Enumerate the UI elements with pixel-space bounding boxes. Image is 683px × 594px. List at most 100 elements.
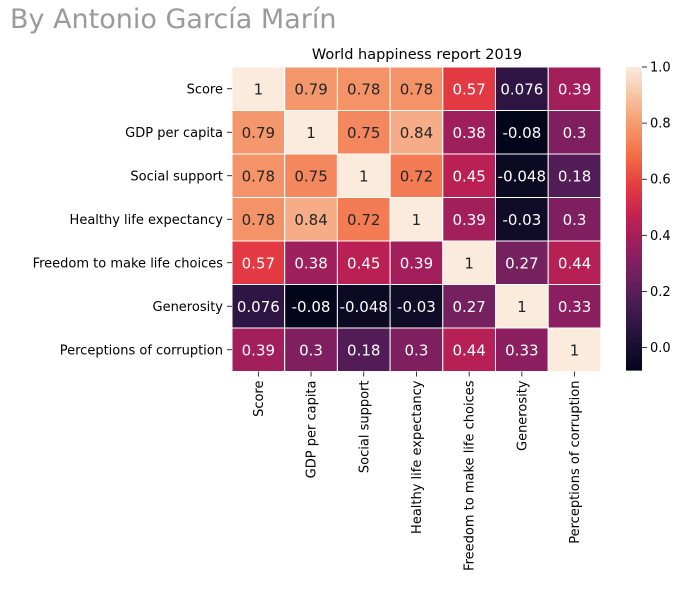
colorbar-segment xyxy=(626,218,642,222)
colorbar-segment xyxy=(626,339,642,343)
colorbar-segment xyxy=(626,329,642,333)
cell-annotation: 1 xyxy=(517,298,527,316)
heatmap-cell xyxy=(231,240,286,285)
colorbar-segment xyxy=(626,82,642,86)
colorbar-segment xyxy=(626,150,642,154)
colorbar-segment xyxy=(626,94,642,98)
heatmap-cell xyxy=(231,327,286,372)
cell-annotation: 0.18 xyxy=(558,167,591,185)
colorbar-segment xyxy=(626,284,642,288)
cell-annotation: -0.08 xyxy=(292,298,331,316)
colorbar-segment xyxy=(626,165,642,169)
colorbar-segment xyxy=(626,175,642,179)
colorbar-segment xyxy=(626,142,642,146)
colorbar-segment xyxy=(626,349,642,353)
cell-annotation: 0.27 xyxy=(505,254,538,272)
colorbar-segment xyxy=(626,311,642,316)
colorbar-segment xyxy=(626,102,642,106)
column-label: Healthy life expectancy xyxy=(410,380,425,534)
colorbar-segment xyxy=(626,301,642,305)
colorbar-segment xyxy=(626,261,642,265)
colorbar-segment xyxy=(626,269,642,273)
row-label: Perceptions of corruption xyxy=(60,343,223,358)
heatmap-cell xyxy=(284,110,338,155)
cell-annotation: 1 xyxy=(464,254,474,272)
colorbar-segment xyxy=(626,87,642,91)
cell-annotation: 0.3 xyxy=(299,341,323,359)
colorbar-segment xyxy=(626,357,642,361)
colorbar-segment xyxy=(626,107,642,111)
cell-annotation: 0.79 xyxy=(294,80,327,98)
colorbar-segment xyxy=(626,140,642,144)
cell-annotation: 0.75 xyxy=(347,124,380,142)
colorbar-segment xyxy=(626,364,642,369)
colorbar-segment xyxy=(626,198,642,202)
column-label: Social support xyxy=(357,381,372,474)
cell-annotation: 1 xyxy=(412,211,422,229)
heatmap-cell xyxy=(547,197,602,242)
colorbar-segment xyxy=(626,221,642,225)
heatmap-cell xyxy=(284,197,338,242)
heatmap-cell xyxy=(547,327,602,372)
colorbar-tick-label: 0.2 xyxy=(650,285,671,300)
heatmap-cell xyxy=(442,327,496,372)
colorbar-segment xyxy=(626,117,642,121)
colorbar-segment xyxy=(626,173,642,177)
colorbar-segment xyxy=(626,304,642,308)
colorbar-segment xyxy=(626,263,642,268)
heatmap-cell xyxy=(231,197,286,242)
colorbar-segment xyxy=(626,309,642,313)
cell-annotation: 0.39 xyxy=(558,80,591,98)
cell-annotation: 0.84 xyxy=(400,124,433,142)
cell-annotation: 1 xyxy=(254,80,264,98)
heatmap-cell xyxy=(284,153,338,198)
cell-annotation: 0.27 xyxy=(452,298,485,316)
cell-annotation: 0.78 xyxy=(347,80,380,98)
colorbar-segment xyxy=(626,74,642,78)
colorbar-segment xyxy=(626,195,642,199)
heatmap-cell xyxy=(442,197,496,242)
colorbar-segment xyxy=(626,203,642,207)
colorbar-segment xyxy=(626,155,642,159)
heatmap-cell xyxy=(389,284,444,329)
colorbar-segment xyxy=(626,253,642,257)
colorbar-segment xyxy=(626,168,642,172)
cell-annotation: 0.33 xyxy=(558,298,591,316)
cell-annotation: 1 xyxy=(306,124,316,142)
colorbar-segment xyxy=(626,122,642,126)
cell-annotation: -0.03 xyxy=(397,298,436,316)
colorbar-segment xyxy=(626,67,642,71)
cell-annotation: 0.57 xyxy=(452,80,485,98)
column-label: GDP per capita xyxy=(305,381,320,479)
colorbar-segment xyxy=(626,316,642,321)
colorbar-segment xyxy=(626,77,642,81)
colorbar-segment xyxy=(626,130,642,134)
colorbar-segment xyxy=(626,210,642,215)
heatmap-cell xyxy=(389,197,444,242)
cell-annotation: 0.72 xyxy=(347,211,380,229)
cell-annotation: 0.076 xyxy=(237,298,280,316)
colorbar-segment xyxy=(626,170,642,174)
heatmap-cell xyxy=(336,153,391,198)
colorbar-segment xyxy=(626,92,642,96)
cell-annotation: 0.18 xyxy=(347,341,380,359)
cell-annotation: 0.39 xyxy=(400,254,433,272)
column-label: Generosity xyxy=(515,380,530,451)
colorbar-segment xyxy=(626,109,642,114)
cell-annotation: 0.57 xyxy=(242,254,275,272)
heatmap-cell xyxy=(231,153,286,198)
cell-annotation: 0.3 xyxy=(405,341,429,359)
colorbar-segment xyxy=(626,256,642,260)
colorbar-tick-label: 0.0 xyxy=(650,341,671,356)
cell-annotation: 0.39 xyxy=(452,211,485,229)
heatmap-cell xyxy=(442,153,496,198)
cell-annotation: 0.45 xyxy=(452,167,485,185)
colorbar-segment xyxy=(626,324,642,328)
cell-annotation: -0.048 xyxy=(340,298,388,316)
colorbar-segment xyxy=(626,276,642,280)
colorbar-segment xyxy=(626,266,642,270)
colorbar-segment xyxy=(626,347,642,351)
heatmap-cell xyxy=(284,66,338,111)
colorbar-segment xyxy=(626,279,642,283)
cell-annotation: -0.03 xyxy=(502,211,541,229)
